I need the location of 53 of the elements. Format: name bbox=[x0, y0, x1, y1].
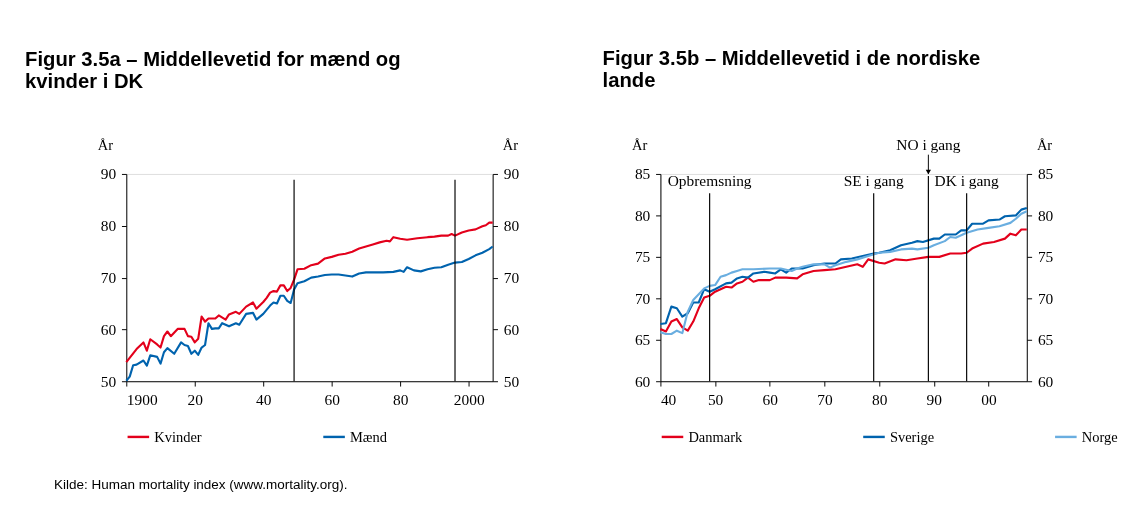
y-tick-label: 60 bbox=[634, 372, 651, 390]
x-tick-label: 50 bbox=[707, 390, 724, 408]
ref-line-label: DK i gang bbox=[934, 172, 1000, 190]
y2-tick-label: 60 bbox=[1037, 372, 1054, 390]
x-tick-label: 90 bbox=[926, 390, 943, 408]
line-series bbox=[125, 221, 494, 364]
y2-tick-label: 70 bbox=[503, 268, 520, 286]
y2-axis-title: År bbox=[502, 137, 519, 154]
y2-tick-label: 65 bbox=[1037, 331, 1054, 349]
x-tick-label: 00 bbox=[981, 390, 998, 408]
y2-tick-label: 85 bbox=[1037, 165, 1054, 183]
y2-tick-label: 70 bbox=[1037, 289, 1054, 307]
line-series bbox=[659, 228, 1028, 333]
y2-tick-label: 90 bbox=[503, 165, 520, 183]
x-tick-label: 40 bbox=[660, 390, 677, 408]
ref-line-label: SE i gang bbox=[843, 172, 904, 190]
y-axis-title: År bbox=[97, 137, 114, 154]
y-tick-label: 70 bbox=[100, 268, 117, 286]
y2-tick-label: 80 bbox=[503, 217, 520, 235]
y-tick-label: 85 bbox=[634, 165, 651, 183]
text: Kilde: Human mortality index (www.mortality.org). bbox=[53, 477, 348, 493]
y-axis-title: År bbox=[631, 137, 648, 154]
chart-title: Figur 3.5b – Middellevetid i de nordiske lande bbox=[602, 47, 981, 92]
y-tick-label: 65 bbox=[634, 331, 651, 349]
y2-tick-label: 50 bbox=[503, 372, 520, 390]
y-tick-label: 75 bbox=[634, 248, 651, 266]
legend-label: Mænd bbox=[349, 428, 388, 445]
legend-label: Danmark bbox=[688, 428, 743, 445]
x-tick-label: 40 bbox=[256, 390, 272, 408]
legend-label: Kvinder bbox=[154, 428, 202, 445]
x-tick-label: 2000 bbox=[453, 390, 485, 408]
chart-title: Figur 3.5a – Middellevetid for mænd og kvinder i DK bbox=[25, 47, 401, 93]
x-tick-label: 1900 bbox=[126, 390, 158, 408]
x-tick-label: 60 bbox=[324, 390, 341, 408]
legend-label: Norge bbox=[1081, 428, 1118, 445]
legend-label: Sverige bbox=[889, 428, 935, 445]
x-tick-label: 80 bbox=[871, 390, 888, 408]
x-tick-label: 70 bbox=[817, 390, 833, 408]
y2-tick-label: 75 bbox=[1037, 248, 1054, 266]
ref-line-label: Opbremsning bbox=[667, 172, 752, 190]
ref-line-label: NO i gang bbox=[896, 135, 961, 153]
y-tick-label: 60 bbox=[100, 320, 117, 338]
y-tick-label: 80 bbox=[100, 217, 117, 235]
y-tick-label: 70 bbox=[634, 289, 651, 307]
y2-tick-label: 60 bbox=[503, 320, 520, 338]
x-tick-label: 60 bbox=[762, 390, 779, 408]
y2-tick-label: 80 bbox=[1037, 206, 1054, 224]
y2-axis-title: År bbox=[1036, 137, 1053, 154]
y-tick-label: 50 bbox=[100, 372, 117, 390]
x-tick-label: 20 bbox=[187, 390, 204, 408]
y-tick-label: 80 bbox=[634, 206, 651, 224]
y-tick-label: 90 bbox=[100, 165, 117, 183]
x-tick-label: 80 bbox=[393, 390, 409, 408]
